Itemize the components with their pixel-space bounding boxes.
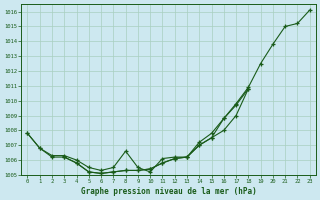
X-axis label: Graphe pression niveau de la mer (hPa): Graphe pression niveau de la mer (hPa) — [81, 187, 256, 196]
